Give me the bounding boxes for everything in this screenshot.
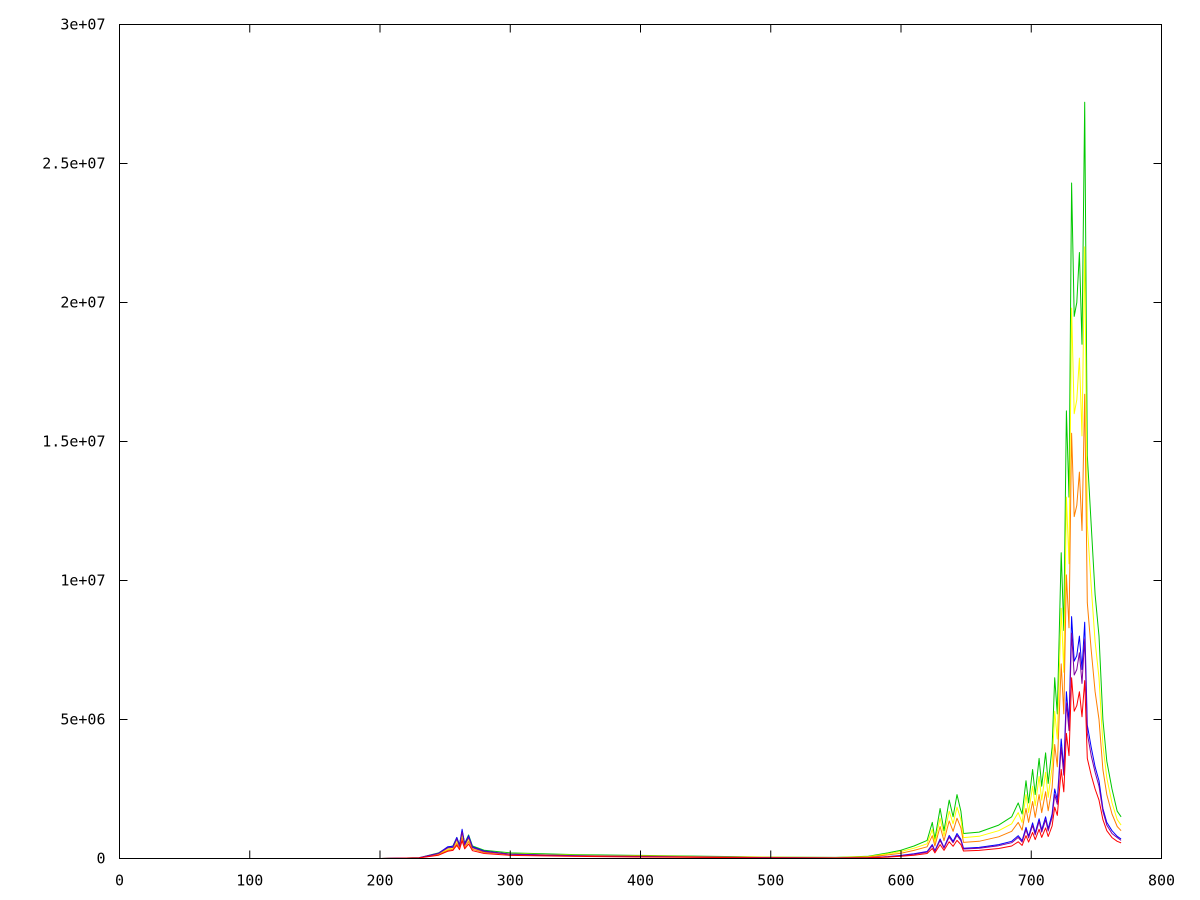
series-line-4 bbox=[119, 616, 1122, 859]
x-tick-label-4: 400 bbox=[627, 872, 654, 890]
series-layer bbox=[119, 101, 1122, 859]
y-tick-label-6: 3e+07 bbox=[60, 16, 105, 34]
y-tick-label-1: 5e+06 bbox=[60, 711, 105, 729]
y-tick-label-0: 0 bbox=[96, 850, 105, 868]
plot-frame bbox=[119, 24, 1162, 859]
y-tick-label-3: 1.5e+07 bbox=[42, 433, 105, 451]
y-tick-label-2: 1e+07 bbox=[60, 572, 105, 590]
series-line-5 bbox=[119, 632, 1122, 859]
x-tick-label-6: 600 bbox=[887, 872, 914, 890]
x-tick-label-3: 300 bbox=[497, 872, 524, 890]
tick-layer: 0 100 200 300 400 500 600 700 800 0 5e+06 1e+07 1.5e… bbox=[42, 16, 1175, 890]
x-tick-label-7: 700 bbox=[1018, 872, 1045, 890]
x-tick-label-5: 500 bbox=[757, 872, 784, 890]
x-tick-label-0: 0 bbox=[115, 872, 124, 890]
y-tick-label-5: 2.5e+07 bbox=[42, 155, 105, 173]
y-tick-label-4: 2e+07 bbox=[60, 294, 105, 312]
x-tick-label-1: 100 bbox=[236, 872, 263, 890]
series-line-1 bbox=[119, 101, 1122, 859]
series-line-2 bbox=[119, 246, 1122, 859]
series-line-3 bbox=[119, 393, 1122, 859]
x-tick-label-8: 800 bbox=[1148, 872, 1175, 890]
series-line-6 bbox=[119, 677, 1122, 859]
x-tick-label-2: 200 bbox=[366, 872, 393, 890]
